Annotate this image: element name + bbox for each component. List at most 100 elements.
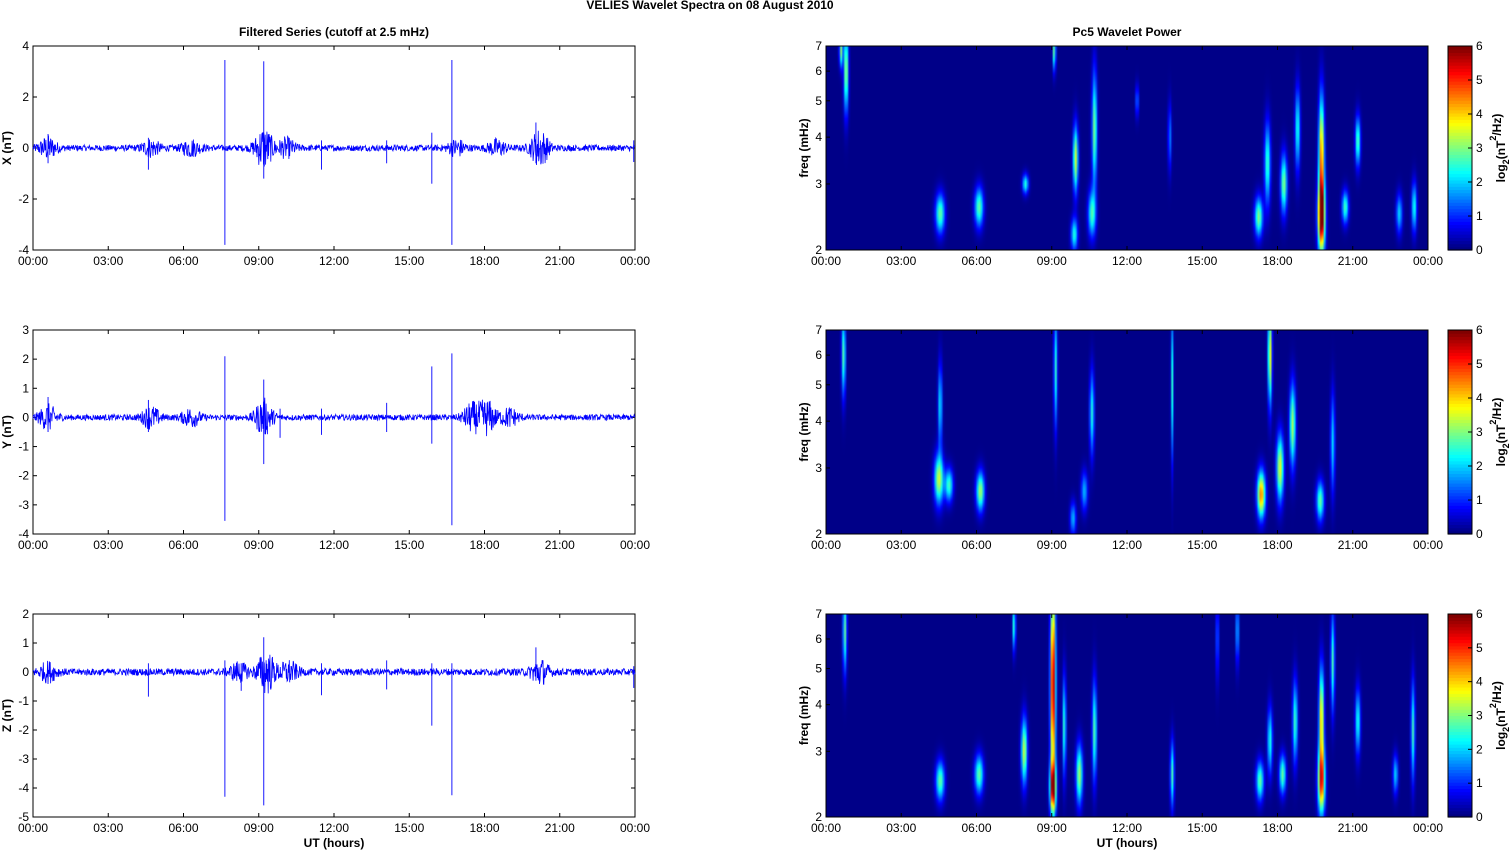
colorbar-swatch: [1448, 674, 1472, 679]
x-tick-label: 06:00: [961, 821, 991, 835]
colorbar-swatch: [1448, 696, 1472, 701]
colorbar-swatch: [1448, 422, 1472, 427]
colorbar-swatch: [1448, 508, 1472, 513]
colorbar: 0 1 2 3 4 5 6 log2(nT2/Hz): [1447, 39, 1511, 257]
colorbar-swatch: [1448, 141, 1472, 146]
x-tick-label: 21:00: [1338, 538, 1368, 552]
colorbar-swatch: [1448, 740, 1472, 745]
colorbar-swatch: [1448, 77, 1472, 82]
x-tick-label: 00:00: [811, 254, 841, 268]
colorbar-swatch: [1448, 349, 1472, 353]
x-tick-label: 18:00: [1262, 254, 1292, 268]
colorbar-swatch: [1448, 361, 1472, 366]
colorbar-swatch: [1448, 524, 1472, 529]
colorbar-label: log2(nT2/Hz): [1488, 398, 1511, 467]
colorbar-swatch: [1448, 505, 1472, 510]
wavelet-power-image: [826, 46, 1428, 250]
colorbar-swatch: [1448, 68, 1472, 73]
y-tick-label: 2: [22, 607, 29, 621]
colorbar-swatch: [1448, 116, 1472, 120]
colorbar-swatch: [1448, 438, 1472, 443]
x-tick-label: 06:00: [961, 254, 991, 268]
colorbar-swatch: [1448, 148, 1472, 152]
colorbar-swatch: [1448, 677, 1472, 682]
x-tick-label: 21:00: [545, 254, 575, 268]
y-tick-label: 2: [22, 352, 29, 366]
colorbar-swatch: [1448, 498, 1472, 503]
colorbar-swatch: [1448, 240, 1472, 245]
colorbar-tick-label: 2: [1476, 459, 1483, 473]
colorbar-swatch: [1448, 813, 1472, 818]
colorbar-swatch: [1448, 479, 1472, 484]
colorbar-swatch: [1448, 179, 1472, 184]
colorbar-swatch: [1448, 655, 1472, 660]
colorbar-swatch: [1448, 167, 1472, 171]
colorbar-swatch: [1448, 721, 1472, 726]
colorbar-swatch: [1448, 518, 1472, 522]
colorbar-swatch: [1448, 690, 1472, 694]
colorbar-swatch: [1448, 97, 1472, 101]
colorbar-swatch: [1448, 664, 1472, 669]
y-tick-label: 4: [815, 414, 822, 428]
colorbar-swatch: [1448, 93, 1472, 98]
x-tick-label: 21:00: [545, 538, 575, 552]
colorbar-swatch: [1448, 460, 1472, 465]
colorbar-swatch: [1448, 55, 1472, 60]
colorbar-swatch: [1448, 234, 1472, 238]
x-tick-label: 00:00: [811, 821, 841, 835]
colorbar-swatch: [1448, 138, 1472, 143]
colorbar-swatch: [1448, 778, 1472, 783]
colorbar-swatch: [1448, 119, 1472, 124]
y-tick-label: 5: [815, 378, 822, 392]
colorbar-swatch: [1448, 629, 1472, 634]
colorbar-swatch: [1448, 680, 1472, 685]
colorbar-swatch: [1448, 744, 1472, 748]
spectrum-panel-3: 2 3 4 5 6 7 freq (mHz) 00:00 03:00 06:00 09:00 12:0…: [797, 607, 1511, 850]
colorbar-swatch: [1448, 65, 1472, 69]
colorbar-swatch: [1448, 195, 1472, 200]
colorbar-swatch: [1448, 527, 1472, 532]
colorbar-tick-label: 5: [1476, 73, 1483, 87]
colorbar-swatch: [1448, 46, 1472, 50]
x-tick-label: 03:00: [93, 254, 123, 268]
colorbar-swatch: [1448, 623, 1472, 628]
y-tick-label: -4: [18, 781, 29, 795]
colorbar-swatch: [1448, 483, 1472, 487]
y-tick-label: 0: [22, 665, 29, 679]
x-tick-label: 06:00: [168, 538, 198, 552]
series-panel-1: -4 -2 0 2 4 X (nT) 00:00 03:00 06:00 09:00 12:00 15…: [0, 39, 650, 268]
series-line: [32, 397, 636, 437]
colorbar-swatch: [1448, 183, 1472, 187]
colorbar-swatch: [1448, 112, 1472, 117]
colorbar-swatch: [1448, 617, 1472, 621]
y-tick-label: 4: [815, 698, 822, 712]
x-tick-label: 12:00: [1112, 254, 1142, 268]
x-tick-label: 00:00: [1413, 821, 1443, 835]
colorbar-swatch: [1448, 84, 1472, 89]
colorbar-tick-label: 0: [1476, 810, 1483, 824]
colorbar-swatch: [1448, 747, 1472, 751]
series-panel-2: -4 -3 -2 -1 0 1 2 3 Y (nT) 00:00 03:00 06:00 09:00 12…: [0, 323, 650, 552]
x-tick-label: 00:00: [620, 254, 650, 268]
colorbar-swatch: [1448, 218, 1472, 222]
colorbar-swatch: [1448, 759, 1472, 764]
x-tick-label: 18:00: [469, 821, 499, 835]
x-tick-label: 06:00: [961, 538, 991, 552]
colorbar-swatch: [1448, 400, 1472, 404]
colorbar-tick-label: 5: [1476, 641, 1483, 655]
x-tick-label: 09:00: [244, 254, 274, 268]
y-tick-label: 2: [815, 527, 822, 541]
colorbar-swatch: [1448, 648, 1472, 653]
colorbar-swatch: [1448, 614, 1472, 618]
colorbar-swatch: [1448, 725, 1472, 729]
colorbar-swatch: [1448, 763, 1472, 767]
colorbar-swatch: [1448, 495, 1472, 500]
colorbar-swatch: [1448, 128, 1472, 133]
colorbar-swatch: [1448, 393, 1472, 398]
plot-area: [32, 613, 636, 818]
y-tick-label: 1: [22, 381, 29, 395]
colorbar-swatch: [1448, 409, 1472, 414]
colorbar-swatch: [1448, 683, 1472, 688]
x-tick-label: 06:00: [168, 821, 198, 835]
y-axis-label: X (nT): [0, 131, 14, 165]
